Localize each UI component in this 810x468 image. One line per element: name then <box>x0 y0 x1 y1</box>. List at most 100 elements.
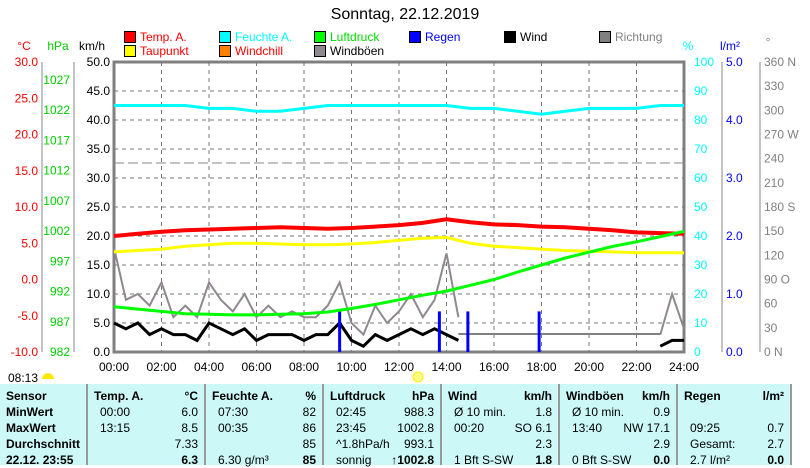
direction-tick-label: 90 O <box>764 273 790 287</box>
table-row: 07:30 82 <box>212 404 316 420</box>
table-cell: Ø 10 min. <box>454 405 507 419</box>
temp-tick-label: -5.0 <box>17 309 38 323</box>
legend-item: Richtung <box>599 30 662 44</box>
temp-tick-label: -10.0 <box>11 345 39 359</box>
table-row: 7.33 <box>94 436 198 452</box>
table-cell: 2.7 <box>767 437 784 451</box>
table-cell: 00:35 <box>218 421 249 435</box>
table-cell: °C <box>184 389 198 403</box>
legend-item: Windböen <box>314 44 384 58</box>
temp-tick-label: 15.0 <box>15 164 39 178</box>
table-cell: 2.3 <box>535 437 552 451</box>
direction-tick-label: 0 N <box>764 345 783 359</box>
table-row: 22.12. 23:55 <box>6 452 80 468</box>
temp-tick-label: 10.0 <box>15 200 39 214</box>
pressure-tick-label: 1002 <box>43 224 70 238</box>
series-line-temp-a- <box>113 217 685 238</box>
table-cell: 13:40 <box>572 421 603 435</box>
table-column: Feuchte A.% 07:30 82 00:35 86 85 6.30 g/m³ 85 <box>206 384 324 467</box>
legend-label: Windböen <box>330 44 385 58</box>
table-row: 00:20 SO 6.1 <box>448 420 552 436</box>
table-cell: Ø 10 min. <box>572 405 625 419</box>
x-tick-label: 00:00 <box>99 360 129 374</box>
table-row <box>684 404 784 420</box>
legend-swatch <box>599 31 611 43</box>
legend-swatch <box>219 45 231 57</box>
sunrise-time: 08:13 <box>8 371 39 385</box>
pressure-tick-label: 1007 <box>43 194 70 208</box>
table-cell: Wind <box>448 389 478 403</box>
wind-tick-label: 40.0 <box>87 113 111 127</box>
table-cell: 07:30 <box>218 405 249 419</box>
direction-tick-label: 60 <box>764 297 778 311</box>
legend-swatch <box>409 31 421 43</box>
table-row: 09:25 0.7 <box>684 420 784 436</box>
legend-item: Wind <box>504 30 547 44</box>
x-tick-label: 14:00 <box>431 360 461 374</box>
direction-axis-unit: ° <box>766 35 771 49</box>
x-tick-label: 16:00 <box>479 360 509 374</box>
pressure-tick-label: 987 <box>50 315 70 329</box>
legend-item: Taupunkt <box>124 44 189 58</box>
table-column: Luftdruck hPa 02:45 988.3 23:45 1002.8 ^1.8hPa… <box>324 384 442 467</box>
wind-tick-label: 25.0 <box>87 200 111 214</box>
table-row: 1 Bft S-SW 1.8 <box>448 452 552 468</box>
pressure-tick-label: 1022 <box>43 103 70 117</box>
pressure-tick-label: 982 <box>50 345 70 359</box>
rain-tick-label: 3.0 <box>726 171 743 185</box>
wind-tick-label: 20.0 <box>87 229 111 243</box>
temp-tick-label: 25.0 <box>15 91 39 105</box>
table-column: Sensor MinWert MaxWert Durchschnitt 22.12. 2… <box>0 384 88 468</box>
table-cell: km/h <box>523 389 552 403</box>
wind-tick-label: 35.0 <box>87 142 111 156</box>
wind-series-line <box>113 320 684 349</box>
wind-tick-label: 50.0 <box>87 55 111 69</box>
table-cell: 82 <box>302 405 316 419</box>
legend-item: Temp. A. <box>124 30 187 44</box>
legend-swatch <box>314 45 326 57</box>
direction-tick-label: 210 <box>764 176 784 190</box>
x-tick-label: 10:00 <box>336 360 366 374</box>
table-row: 0 Bft S-SW 0.0 <box>566 452 670 468</box>
direction-tick-label: 300 <box>764 103 784 117</box>
table-cell: Sensor <box>6 389 47 403</box>
wind-tick-label: 0.0 <box>93 345 110 359</box>
pressure-tick-label: 1027 <box>43 73 70 87</box>
table-cell: Regen <box>684 389 721 403</box>
table-column: Windböen km/h Ø 10 min. 0.9 13:40 NW 17.1 2.9 0… <box>560 384 678 468</box>
table-row: Temp. A. °C <box>94 388 198 404</box>
x-tick-label: 08:00 <box>289 360 319 374</box>
legend-label: Feuchte A. <box>235 30 293 44</box>
table-column: Temp. A. °C 00:00 6.0 13:15 8.5 7.33 6.3 <box>88 384 206 467</box>
wind-axis-unit: km/h <box>79 39 105 53</box>
rain-bar <box>466 311 470 352</box>
temp-tick-label: 5.0 <box>21 236 38 250</box>
table-row: 02:45 988.3 <box>330 404 434 420</box>
table-cell: Temp. A. <box>94 389 144 403</box>
table-row: Feuchte A.% <box>212 388 316 404</box>
table-cell: 00:20 <box>454 421 485 435</box>
legend-item: Luftdruck <box>314 30 379 44</box>
table-cell: Gesamt: <box>690 437 736 451</box>
rain-tick-label: 1.0 <box>726 287 743 301</box>
legend-item: Feuchte A. <box>219 30 292 44</box>
table-row: Wind km/h <box>448 388 552 404</box>
humidity-tick-label: 30 <box>694 258 708 272</box>
legend-item: Windchill <box>219 44 283 58</box>
table-cell <box>212 436 218 452</box>
table-cell: NW 17.1 <box>623 421 670 435</box>
wind-tick-label: 45.0 <box>87 84 111 98</box>
table-cell: % <box>305 389 316 403</box>
table-cell: 6.3 <box>181 453 198 467</box>
humidity-tick-label: 50 <box>694 200 708 214</box>
table-cell: SO 6.1 <box>514 421 552 435</box>
table-cell: MinWert <box>6 405 54 419</box>
direction-tick-label: 30 <box>764 321 778 335</box>
humidity-tick-label: 0 <box>694 345 701 359</box>
legend-label: Richtung <box>615 30 663 44</box>
table-cell: 6.0 <box>181 405 198 419</box>
table-cell: 1002.8 <box>397 421 434 435</box>
table-cell: 8.5 <box>181 421 198 435</box>
humidity-axis-unit: % <box>683 39 694 53</box>
legend-swatch <box>219 31 231 43</box>
